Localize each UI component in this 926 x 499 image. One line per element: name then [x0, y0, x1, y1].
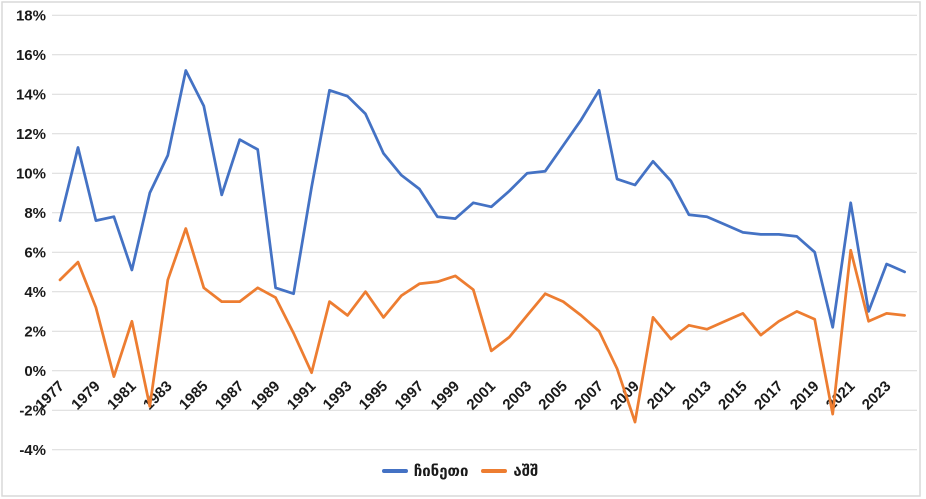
- y-tick-label: 4%: [24, 284, 46, 301]
- x-tick-label: 2003: [499, 378, 535, 414]
- x-tick-label: 1997: [392, 378, 428, 414]
- x-tick-label: 2001: [463, 378, 499, 414]
- y-tick-label: 14%: [16, 87, 46, 104]
- y-tick-label: 0%: [24, 363, 46, 380]
- x-tick-label: 1977: [32, 378, 68, 414]
- series-line-china: [58, 69, 906, 329]
- y-tick-label: 10%: [16, 166, 46, 183]
- x-tick-label: 1995: [356, 378, 392, 414]
- x-tick-label: 1991: [284, 378, 320, 414]
- series-line-usa: [58, 227, 906, 424]
- x-tick-label: 1985: [176, 378, 212, 414]
- legend-label-china: ჩინეთი: [413, 462, 469, 480]
- legend-label-usa: აშშ: [513, 462, 539, 480]
- x-tick-label: 1989: [248, 378, 284, 414]
- y-tick-label: -4%: [19, 442, 46, 459]
- y-tick-label: 18%: [16, 8, 46, 25]
- x-tick-label: 2017: [751, 378, 787, 414]
- x-tick-label: 2019: [787, 378, 823, 414]
- legend: ჩინეთი აშშ: [0, 462, 920, 480]
- x-tick-label: 1987: [212, 378, 248, 414]
- legend-item-usa: აშშ: [481, 462, 538, 480]
- legend-item-china: ჩინეთი: [381, 462, 469, 480]
- y-tick-label: 6%: [24, 245, 46, 262]
- x-tick-label: 2015: [715, 378, 751, 414]
- x-tick-label: 1993: [320, 378, 356, 414]
- x-tick-label: 1999: [428, 378, 464, 414]
- y-tick-label: 16%: [16, 47, 46, 64]
- legend-line-usa-icon: [481, 469, 508, 473]
- y-tick-label: 8%: [24, 205, 46, 222]
- x-tick-label: 2007: [571, 378, 607, 414]
- x-tick-label: 1981: [104, 378, 140, 414]
- y-tick-label: -2%: [19, 403, 46, 420]
- x-tick-label: 2023: [859, 378, 895, 414]
- legend-line-china-icon: [381, 469, 408, 473]
- x-tick-label: 2013: [679, 378, 715, 414]
- x-tick-label: 1979: [68, 378, 104, 414]
- y-tick-label: 2%: [24, 324, 46, 341]
- x-tick-label: 2011: [644, 378, 679, 413]
- x-tick-label: 2005: [535, 378, 571, 414]
- y-tick-label: 12%: [16, 126, 46, 143]
